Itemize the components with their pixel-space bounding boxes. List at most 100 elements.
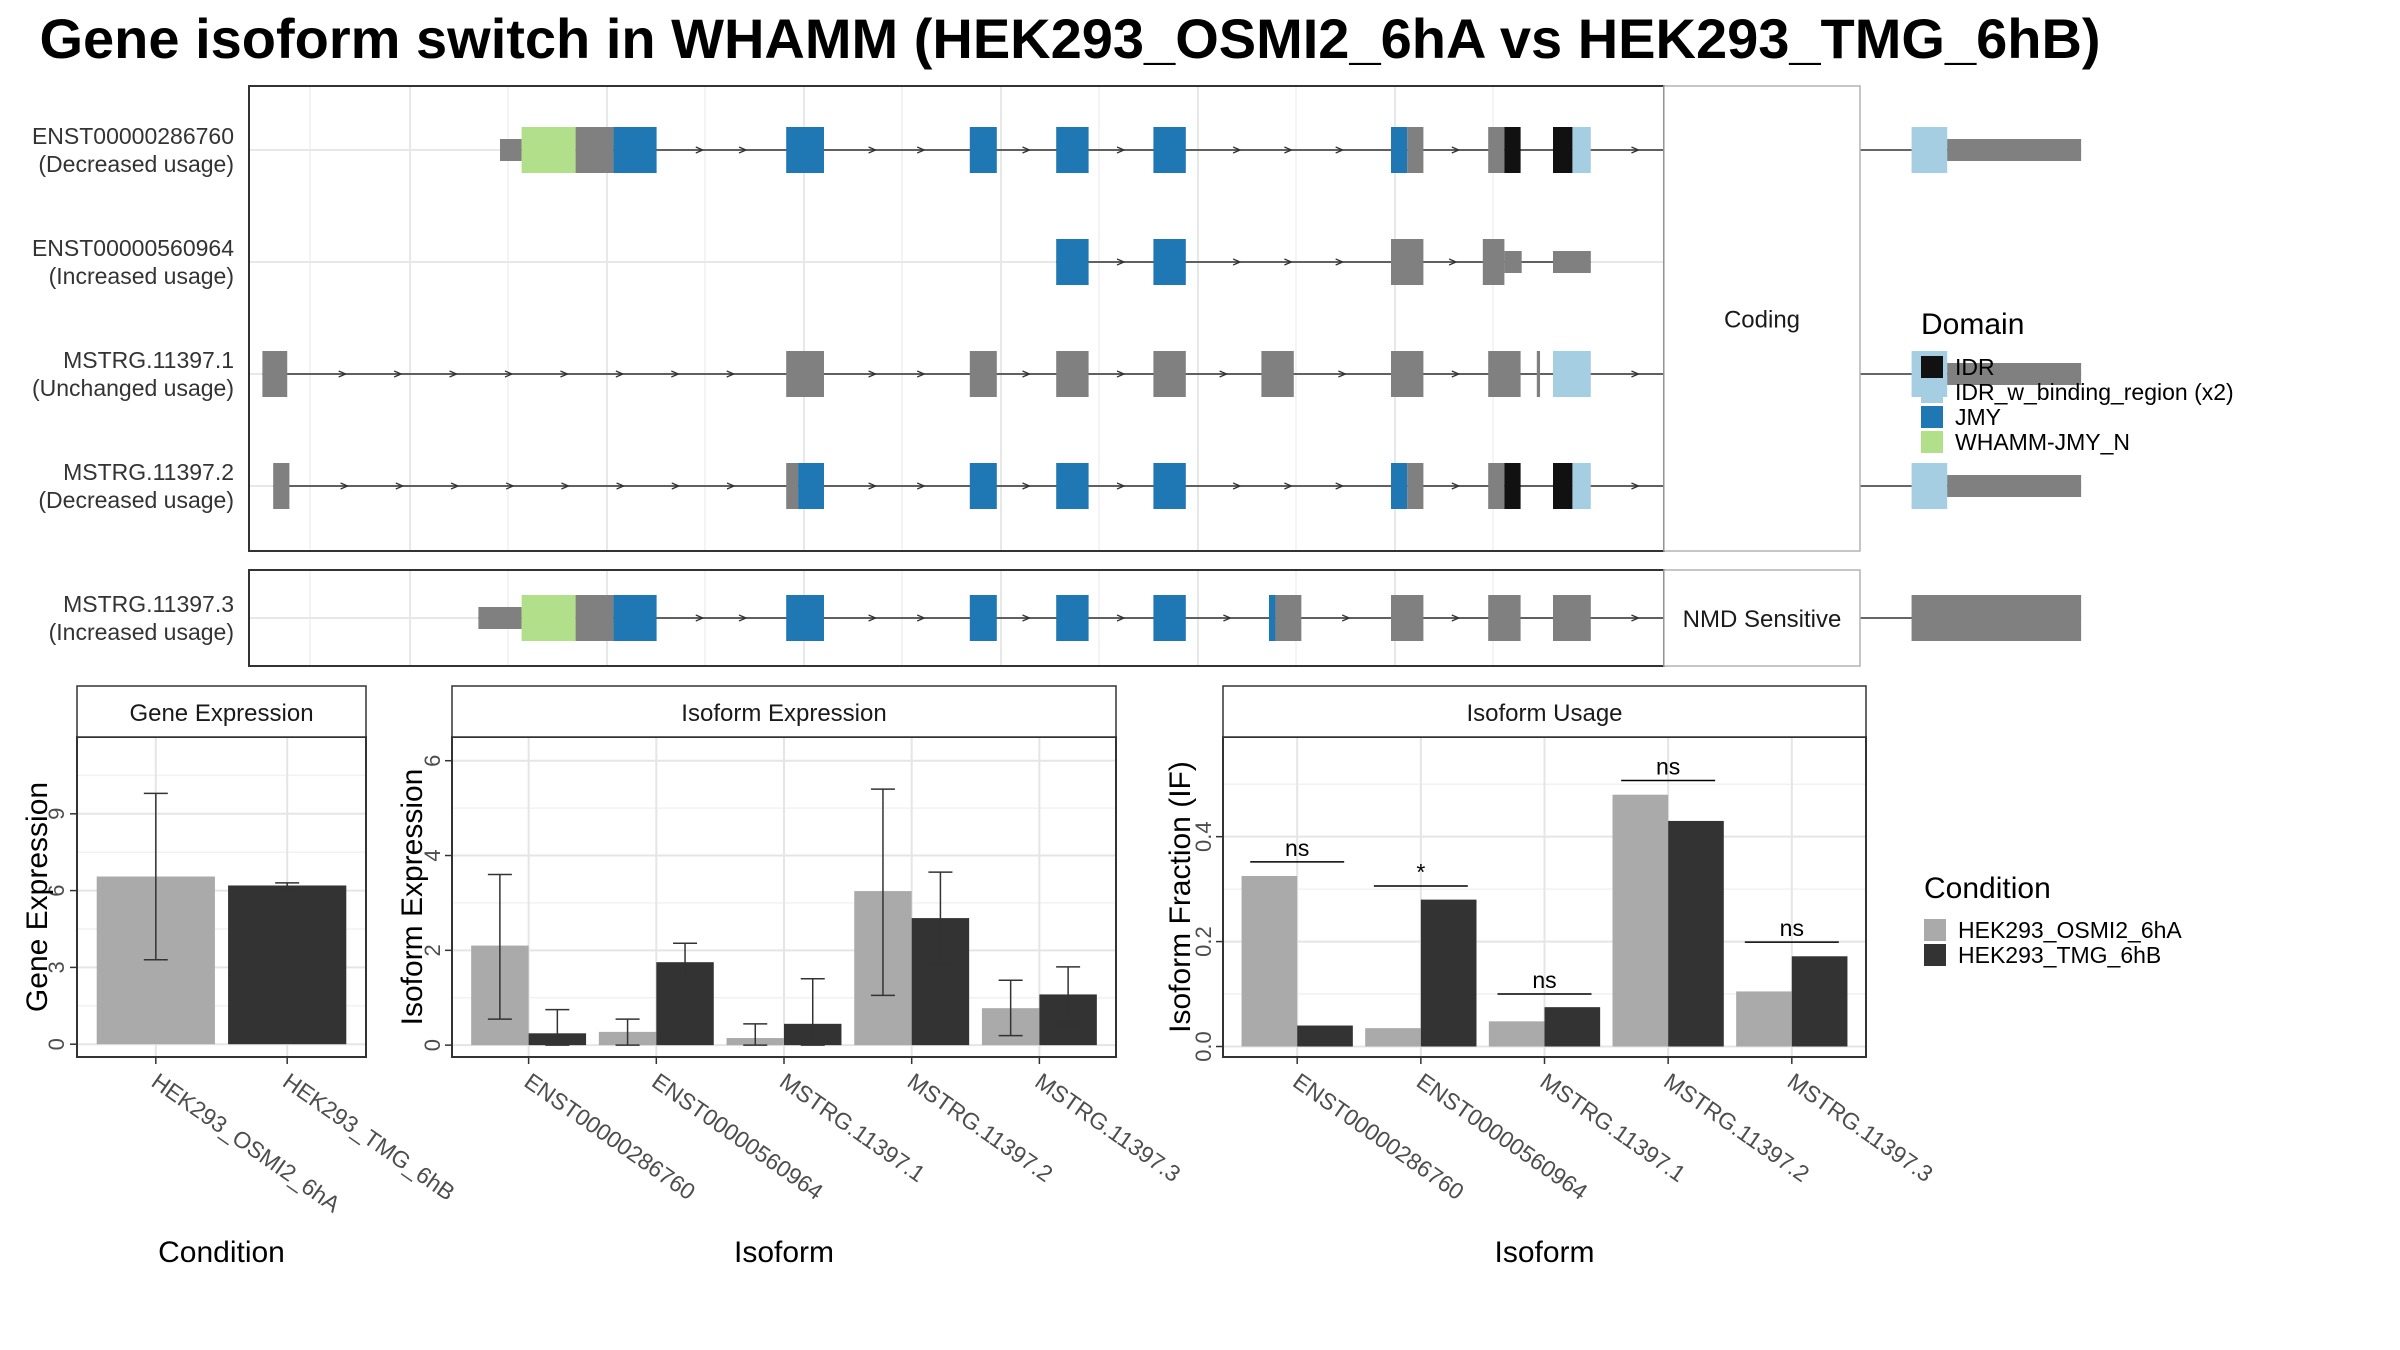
domain-exon — [1391, 127, 1408, 173]
gene-facet-1: NMD Sensitive — [248, 569, 2082, 667]
exon — [1056, 351, 1089, 397]
bar-osmi2 — [1488, 1021, 1545, 1047]
exon — [1153, 351, 1186, 397]
strand-arrow — [1631, 146, 1641, 154]
transcript-usage-label: (Unchanged usage) — [32, 375, 234, 401]
strand-arrow — [1022, 370, 1032, 378]
exon — [1536, 351, 1541, 397]
transcript-enst00000286760 — [500, 127, 2082, 173]
exon — [1391, 595, 1424, 641]
strand-arrow — [393, 370, 403, 378]
bar-tmg — [1544, 1007, 1601, 1047]
legend-label: HEK293_TMG_6hB — [1958, 942, 2161, 968]
domain-exon — [1553, 463, 1573, 509]
exon — [1391, 351, 1424, 397]
y-tick-label: 0.0 — [1191, 1031, 1216, 1062]
bar-tmg — [1668, 820, 1724, 1047]
exon — [1911, 595, 2082, 641]
exon — [1275, 595, 1302, 641]
exon — [1488, 351, 1521, 397]
strand-arrow — [450, 482, 460, 490]
exon — [1407, 463, 1424, 509]
strand-arrow — [561, 482, 571, 490]
strand-arrow — [340, 482, 350, 490]
exon — [1488, 595, 1521, 641]
bar-osmi2 — [1736, 991, 1792, 1047]
significance-label: ns — [1656, 754, 1680, 780]
strand-arrow — [671, 482, 681, 490]
legend-label: JMY — [1955, 404, 2001, 430]
strand-arrow — [916, 614, 926, 622]
strand-arrow — [671, 370, 680, 378]
y-axis-title: Isoform Expression — [396, 769, 429, 1026]
strand-arrow — [395, 482, 405, 490]
domain-exon — [969, 463, 997, 509]
strand-arrow — [1451, 146, 1461, 154]
exon — [1947, 363, 2082, 385]
exon — [786, 463, 799, 509]
exon — [1553, 251, 1591, 273]
y-tick-label: 0 — [44, 1038, 69, 1050]
condition-legend-title: Condition — [1924, 872, 2051, 905]
y-tick-label: 3 — [44, 961, 69, 973]
bar-osmi2 — [1241, 876, 1298, 1047]
exon — [1947, 139, 2082, 161]
domain-exon — [1504, 127, 1521, 173]
strand-arrow — [695, 614, 705, 622]
legend-key-jmy — [1921, 406, 1943, 428]
exon — [1407, 127, 1424, 173]
transcript-id-label: MSTRG.11397.2 — [63, 459, 234, 485]
significance-label: ns — [1532, 967, 1556, 993]
legend-key-whamm-jmy-n — [1921, 431, 1943, 453]
exon — [1947, 475, 2082, 497]
strand-arrow — [1116, 482, 1126, 490]
strand-arrow — [1232, 258, 1242, 266]
strand-arrow — [1223, 614, 1233, 622]
strand-arrow — [916, 146, 926, 154]
facet-strip-label: Coding — [1724, 307, 1800, 334]
y-tick-label: 6 — [44, 884, 69, 896]
y-tick-label: 9 — [44, 808, 69, 820]
strand-arrow — [1631, 482, 1641, 490]
domain-exon — [613, 127, 657, 173]
figure-title: Gene isoform switch in WHAMM (HEK293_OSM… — [39, 7, 2100, 70]
strand-arrow — [726, 482, 736, 490]
strand-arrow — [695, 146, 705, 154]
domain-exon — [969, 127, 997, 173]
transcript-enst00000560964 — [1056, 239, 1591, 285]
exon — [575, 127, 614, 173]
domain-exon — [798, 463, 824, 509]
strand-arrow — [504, 370, 514, 378]
strand-arrow — [1219, 370, 1229, 378]
domain-exon — [1153, 127, 1186, 173]
bar-tmg — [1420, 899, 1477, 1047]
panel-strip-label: Isoform Usage — [1466, 700, 1622, 727]
x-axis-title: Condition — [158, 1236, 285, 1269]
exon — [1504, 251, 1522, 273]
facet-strip — [1663, 85, 1861, 552]
y-axis-title: Gene Expression — [21, 782, 54, 1012]
strand-arrow — [616, 482, 626, 490]
exon — [262, 351, 288, 397]
significance-label: * — [1416, 859, 1425, 885]
strand-arrow — [916, 482, 926, 490]
strand-arrow — [1335, 258, 1345, 266]
strand-arrow — [1116, 146, 1126, 154]
strand-arrow — [1451, 482, 1461, 490]
domain-exon — [1056, 239, 1089, 285]
strand-arrow — [1232, 482, 1242, 490]
x-axis-title: Isoform — [1494, 1236, 1594, 1269]
strand-arrow — [338, 370, 348, 378]
strand-arrow — [1341, 614, 1351, 622]
domain-exon — [969, 595, 997, 641]
significance-label: ns — [1285, 835, 1309, 861]
bar-tmg — [1791, 956, 1848, 1047]
panel-strip — [451, 685, 1117, 738]
strand-arrow — [1284, 146, 1294, 154]
domain-exon — [1153, 239, 1186, 285]
strand-arrow — [738, 146, 748, 154]
exon — [575, 595, 614, 641]
exon — [500, 139, 522, 161]
